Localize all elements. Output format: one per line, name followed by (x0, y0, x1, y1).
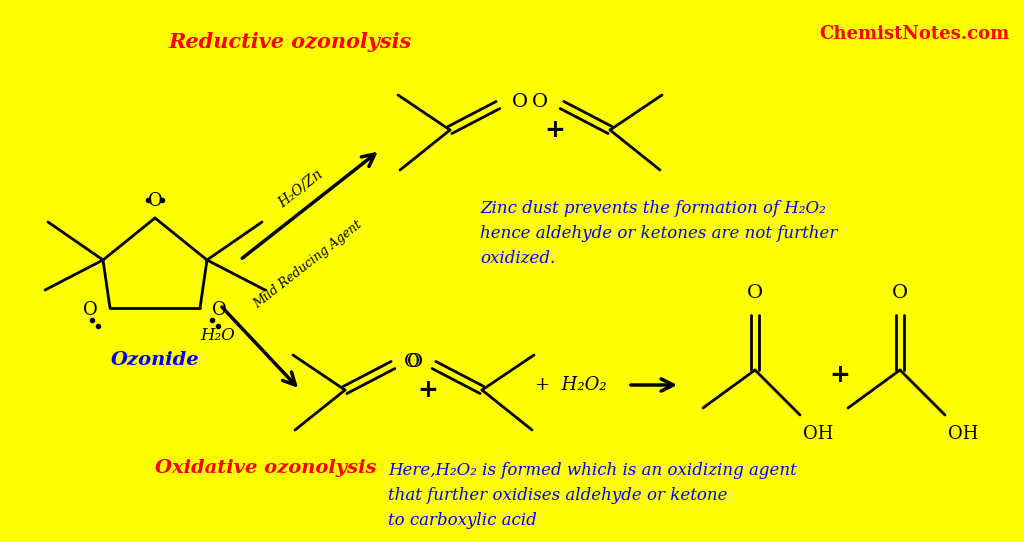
Text: O: O (892, 284, 908, 302)
Text: ChemistNotes.com: ChemistNotes.com (820, 25, 1010, 43)
Text: Here,H₂O₂ is formed which is an oxidizing agent: Here,H₂O₂ is formed which is an oxidizin… (388, 462, 797, 479)
Text: Reductive ozonolysis: Reductive ozonolysis (168, 32, 412, 52)
Text: +: + (545, 118, 565, 142)
Text: oxidized.: oxidized. (480, 250, 555, 267)
Text: O: O (212, 301, 226, 319)
Text: that further oxidises aldehyde or ketone: that further oxidises aldehyde or ketone (388, 487, 727, 504)
Text: Mild Reducing Agent: Mild Reducing Agent (251, 218, 365, 311)
Text: H₂O: H₂O (200, 326, 234, 344)
Text: +: + (829, 363, 851, 387)
Text: +  H₂O₂: + H₂O₂ (535, 376, 606, 394)
Text: OH: OH (803, 425, 834, 443)
Text: +: + (418, 378, 438, 402)
Text: to carboxylic acid: to carboxylic acid (388, 512, 537, 529)
Text: Oxidative ozonolysis: Oxidative ozonolysis (155, 459, 377, 477)
Text: Ozonide: Ozonide (111, 351, 200, 369)
Text: O: O (531, 93, 548, 111)
Text: O: O (746, 284, 763, 302)
Text: O: O (147, 192, 163, 210)
Text: O: O (403, 353, 420, 371)
Text: O: O (512, 93, 528, 111)
Text: OH: OH (948, 425, 978, 443)
Text: Zinc dust prevents the formation of H₂O₂: Zinc dust prevents the formation of H₂O₂ (480, 200, 825, 217)
Text: H₂O/Zn: H₂O/Zn (275, 167, 325, 210)
Text: O: O (83, 301, 98, 319)
Text: O: O (407, 353, 423, 371)
Text: hence aldehyde or ketones are not further: hence aldehyde or ketones are not furthe… (480, 225, 838, 242)
